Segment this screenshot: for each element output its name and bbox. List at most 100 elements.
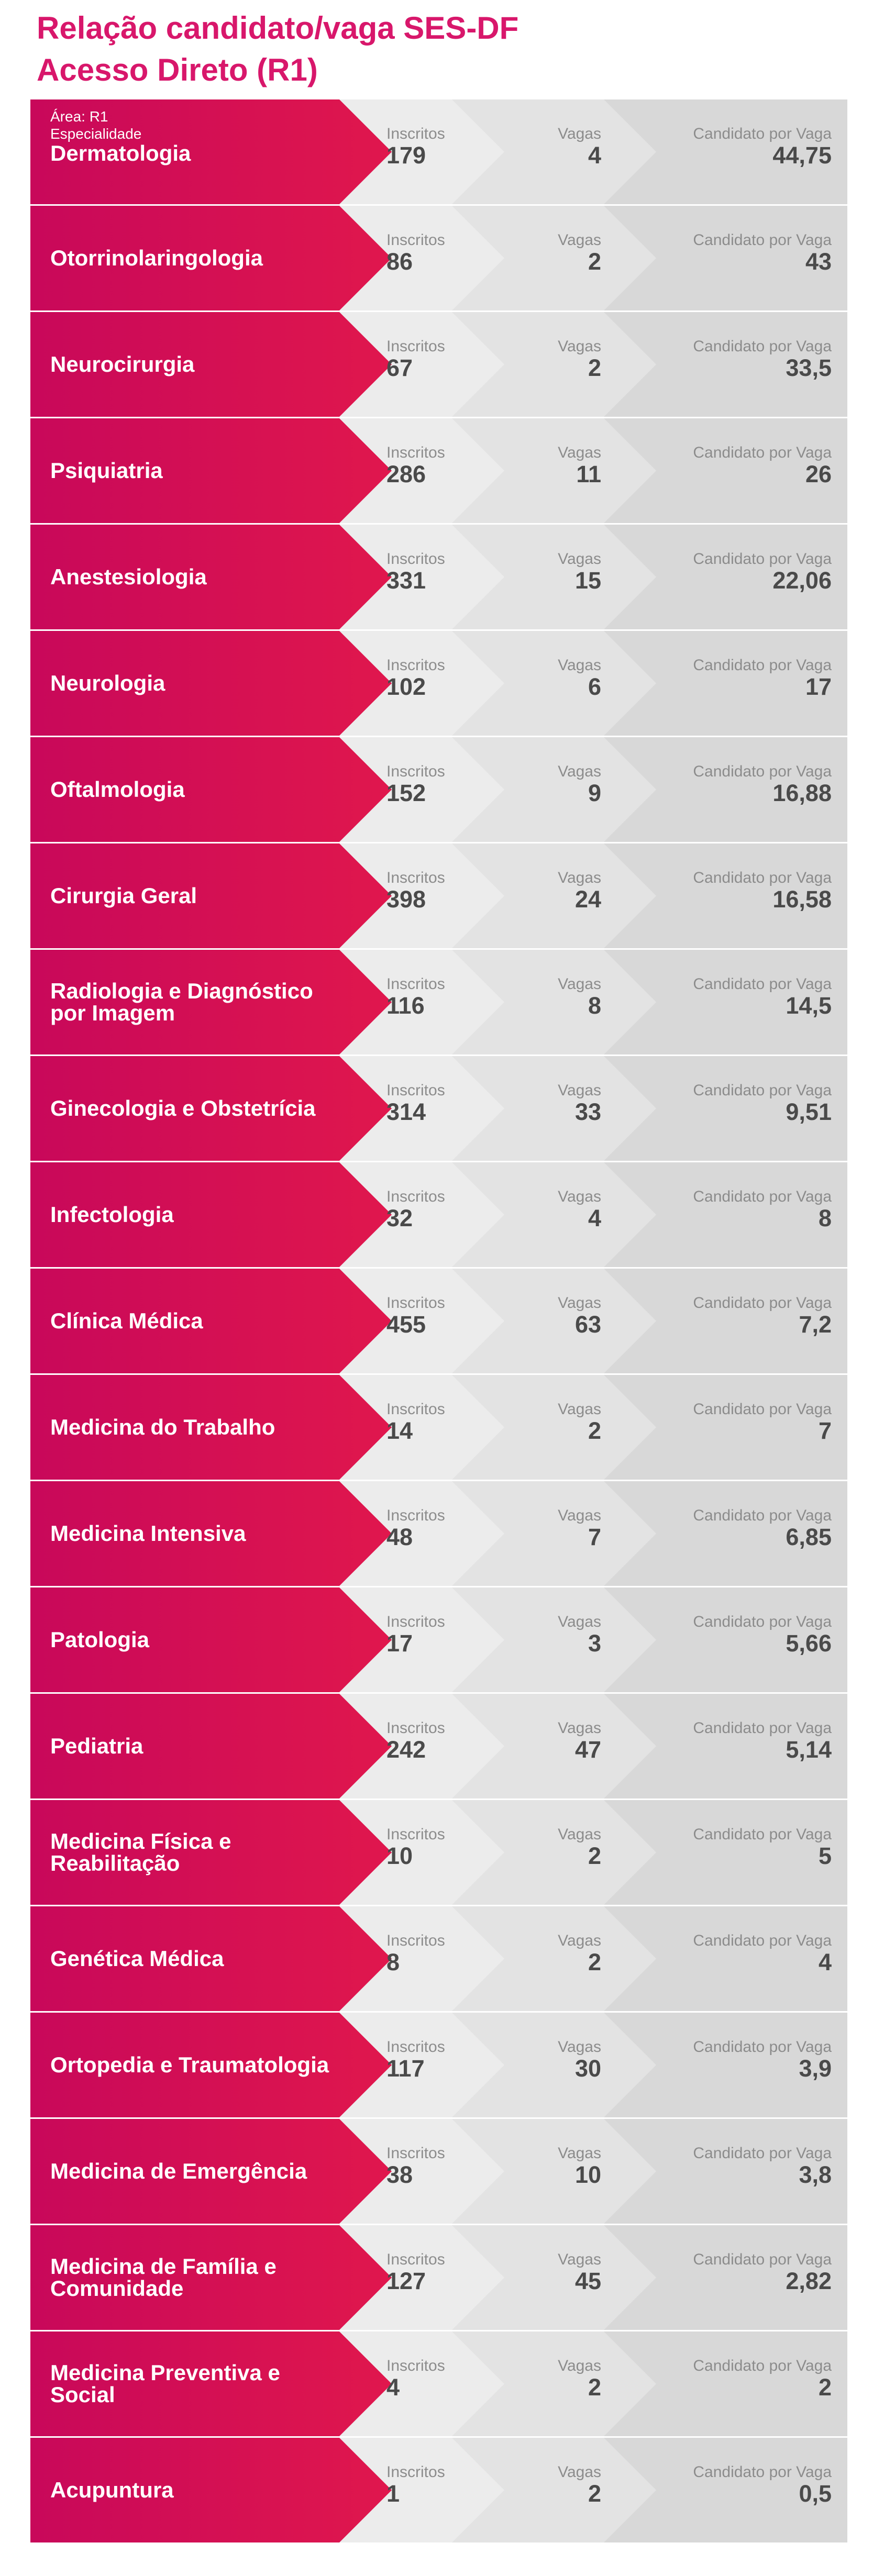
specialty-segment (30, 2225, 392, 2330)
specialty-name: Ginecologia e Obstetrícia (50, 1096, 316, 1120)
vagas-label: Vagas (558, 2145, 601, 2162)
inscritos-label: Inscritos (386, 657, 445, 674)
vagas-label: Vagas (558, 1613, 601, 1630)
cpv-value: 3,8 (799, 2161, 832, 2188)
vagas-label: Vagas (558, 2357, 601, 2374)
inscritos-label: Inscritos (386, 1932, 445, 1949)
specialty-name: Psiquiatria (50, 458, 163, 483)
cpv-segment (601, 2438, 847, 2542)
inscritos-value: 455 (386, 1311, 426, 1338)
vagas-value: 24 (574, 886, 601, 913)
cpv-value: 2 (818, 2374, 832, 2401)
specialty-name: Patologia (50, 1627, 150, 1652)
table-row: Genética Médica Inscritos 8 Vagas 2 Candidato… (30, 1906, 847, 2011)
inscritos-segment (339, 99, 504, 204)
specialty-name: Medicina de Família e Comunidade (50, 2254, 277, 2301)
cpv-value: 14,5 (786, 992, 832, 1019)
specialty-segment (30, 2119, 392, 2224)
page-title: Relação candidato/vaga SES-DF Acesso Dir… (37, 7, 854, 91)
specialty-segment (30, 737, 392, 842)
cpv-value: 5,66 (786, 1630, 832, 1657)
inscritos-segment (339, 2119, 504, 2224)
inscritos-value: 14 (386, 1417, 413, 1444)
specialty-cell: Oftalmologia (50, 737, 344, 842)
inscritos-segment (339, 418, 504, 523)
cpv-label: Candidato por Vaga (693, 2038, 832, 2056)
cpv-value: 5,14 (786, 1736, 832, 1763)
specialty-name: Medicina Física e Reabilitação (50, 1829, 231, 1875)
specialty-segment (30, 2013, 392, 2117)
inscritos-label: Inscritos (386, 1188, 445, 1205)
table-row: Medicina de Emergência Inscritos 38 Vagas 10… (30, 2119, 847, 2224)
cpv-value: 44,75 (772, 142, 832, 169)
vagas-segment (449, 418, 656, 523)
cpv-segment (601, 1694, 847, 1798)
vagas-segment (449, 1481, 656, 1586)
vagas-label: Vagas (558, 869, 601, 886)
inscritos-value: 179 (386, 142, 426, 169)
specialty-segment (30, 1269, 392, 1373)
vagas-label: Vagas (558, 657, 601, 674)
cpv-value: 26 (805, 461, 832, 487)
inscritos-label: Inscritos (386, 1613, 445, 1630)
table-row: Medicina do Trabalho Inscritos 14 Vagas 2 Can… (30, 1375, 847, 1480)
vagas-label: Vagas (558, 1082, 601, 1099)
cpv-label: Candidato por Vaga (693, 550, 832, 568)
cpv-segment (601, 1056, 847, 1161)
vagas-label: Vagas (558, 444, 601, 461)
inscritos-segment (339, 843, 504, 948)
specialty-segment (30, 950, 392, 1054)
cpv-segment (601, 525, 847, 629)
vagas-label: Vagas (558, 1401, 601, 1418)
row-background (30, 1269, 847, 1373)
cpv-value: 16,88 (772, 780, 832, 806)
specialty-cell: Genética Médica (50, 1906, 344, 2011)
specialty-cell: Neurocirurgia (50, 312, 344, 417)
specialty-name: Cirurgia Geral (50, 883, 197, 908)
inscritos-label: Inscritos (386, 1294, 445, 1312)
vagas-value: 2 (588, 1417, 601, 1444)
cpv-value: 4 (818, 1949, 832, 1975)
specialty-segment (30, 1587, 392, 1692)
row-background (30, 418, 847, 523)
cpv-value: 16,58 (772, 886, 832, 913)
area-header: Área: R1 Especialidade (50, 108, 141, 142)
cpv-segment (601, 1269, 847, 1373)
specialty-name: Infectologia (50, 1202, 174, 1227)
specialty-cell: Clínica Médica (50, 1269, 344, 1373)
table-row: Anestesiologia Inscritos 331 Vagas 15 Candida… (30, 525, 847, 629)
specialty-cell: Medicina do Trabalho (50, 1375, 344, 1480)
inscritos-segment (339, 1375, 504, 1480)
row-background (30, 843, 847, 948)
inscritos-segment (339, 2225, 504, 2330)
cpv-value: 17 (805, 673, 832, 700)
table-row: Acupuntura Inscritos 1 Vagas 2 Candidato por … (30, 2438, 847, 2542)
inscritos-label: Inscritos (386, 975, 445, 993)
specialty-name: Medicina do Trabalho (50, 1415, 275, 1439)
vagas-value: 10 (574, 2161, 601, 2188)
vagas-label: Vagas (558, 550, 601, 568)
cpv-label: Candidato por Vaga (693, 338, 832, 355)
inscritos-value: 127 (386, 2268, 426, 2294)
specialty-segment (30, 99, 392, 204)
vagas-segment (449, 525, 656, 629)
inscritos-segment (339, 2331, 504, 2436)
specialty-cell: Radiologia e Diagnóstico por Imagem (50, 950, 344, 1054)
candidate-vacancy-table: Área: R1 Especialidade Dermatologia Inscrit… (30, 99, 847, 2576)
inscritos-value: 86 (386, 248, 413, 275)
cpv-value: 8 (818, 1205, 832, 1231)
inscritos-label: Inscritos (386, 550, 445, 568)
row-background (30, 312, 847, 417)
cpv-segment (601, 843, 847, 948)
row-background (30, 631, 847, 736)
cpv-value: 2,82 (786, 2268, 832, 2294)
specialty-segment (30, 843, 392, 948)
inscritos-label: Inscritos (386, 125, 445, 142)
vagas-value: 47 (574, 1736, 601, 1763)
cpv-value: 3,9 (799, 2055, 832, 2082)
cpv-segment (601, 2119, 847, 2224)
row-background (30, 2119, 847, 2224)
vagas-value: 4 (588, 1205, 601, 1231)
inscritos-segment (339, 206, 504, 310)
specialty-name: Medicina Intensiva (50, 1521, 246, 1546)
